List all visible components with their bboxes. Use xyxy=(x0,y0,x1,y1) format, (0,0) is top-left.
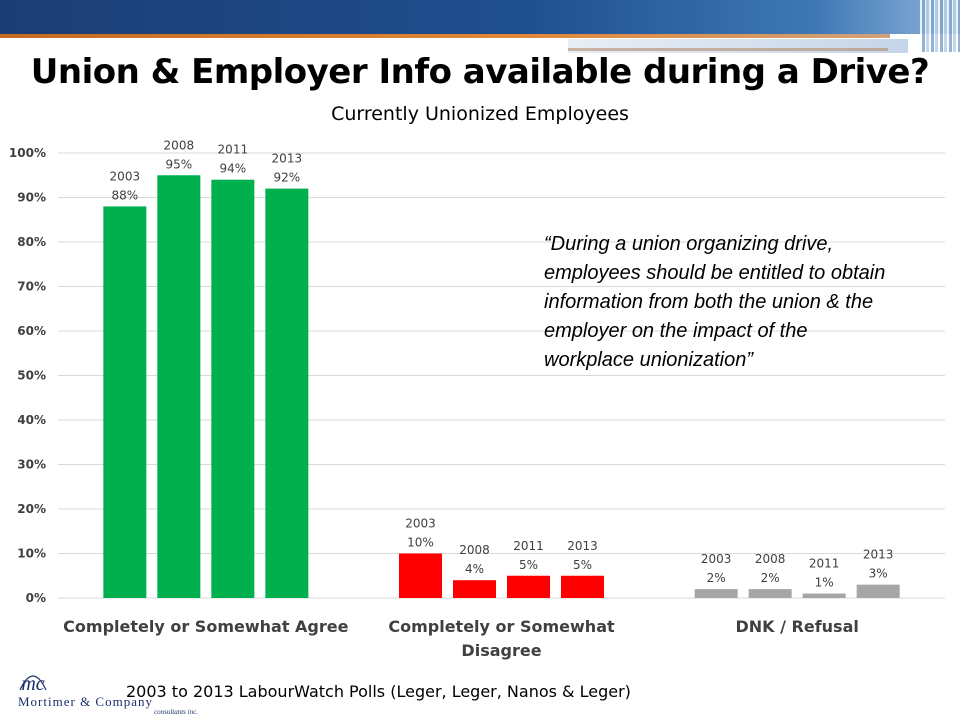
bar-year-label: 2011 xyxy=(809,557,840,571)
survey-question-quote: “During a union organizing drive, employ… xyxy=(544,233,886,371)
bar-chart: 0% 10% 20% 30% 40% 50% 60% 70% 80% 90% 100% 2003 88%… xyxy=(9,138,945,660)
y-tick-label: 10% xyxy=(17,547,46,561)
bar xyxy=(265,188,309,598)
bar xyxy=(453,580,496,598)
page-title: Union & Employer Info available during a… xyxy=(30,52,930,92)
accent-band-line xyxy=(568,48,888,51)
x-category-label: Disagree xyxy=(461,641,541,660)
bar-value-label: 3% xyxy=(869,567,888,581)
x-category-label: DNK / Refusal xyxy=(735,617,858,636)
logo-mark-icon: mc xyxy=(19,673,47,695)
bar-value-label: 5% xyxy=(573,558,592,572)
y-tick-label: 60% xyxy=(17,324,46,338)
bar-value-label: 88% xyxy=(111,188,138,202)
bar xyxy=(802,593,846,598)
source-note: 2003 to 2013 LabourWatch Polls (Leger, L… xyxy=(126,682,631,701)
y-tick-label: 20% xyxy=(17,502,46,516)
bar-year-label: 2013 xyxy=(272,152,303,166)
header-bar xyxy=(0,0,960,34)
bar-value-label: 4% xyxy=(465,562,484,576)
x-category-label: Completely or Somewhat xyxy=(388,617,615,636)
bar xyxy=(694,589,738,598)
bar xyxy=(157,175,201,598)
bar-year-label: 2011 xyxy=(218,143,249,157)
y-tick-label: 30% xyxy=(17,458,46,472)
bar-year-label: 2013 xyxy=(567,539,598,553)
bar-year-label: 2008 xyxy=(755,552,786,566)
y-tick-label: 90% xyxy=(17,191,46,205)
bar-year-label: 2003 xyxy=(110,169,141,183)
bar-year-label: 2003 xyxy=(701,552,732,566)
bar-value-label: 1% xyxy=(815,576,834,590)
y-tick-label: 40% xyxy=(17,413,46,427)
bar-value-label: 95% xyxy=(165,157,192,171)
bar-value-label: 2% xyxy=(707,571,726,585)
bar-year-label: 2011 xyxy=(513,539,544,553)
bar-value-label: 2% xyxy=(761,571,780,585)
bar-year-label: 2008 xyxy=(459,543,490,557)
bar-year-label: 2013 xyxy=(863,548,894,562)
bar-value-label: 5% xyxy=(519,558,538,572)
bar xyxy=(103,206,147,598)
bar xyxy=(399,553,442,598)
bar-value-label: 92% xyxy=(273,171,300,185)
y-tick-label: 100% xyxy=(9,146,46,160)
logo-company-sub: consultants inc. xyxy=(154,708,198,716)
accent-line xyxy=(0,34,890,38)
y-tick-label: 50% xyxy=(17,369,46,383)
y-tick-label: 0% xyxy=(26,591,46,605)
bar-value-label: 94% xyxy=(219,162,246,176)
bar-year-label: 2008 xyxy=(164,138,195,152)
bar xyxy=(748,589,792,598)
y-tick-label: 70% xyxy=(17,280,46,294)
bar-year-label: 2003 xyxy=(405,517,436,531)
y-tick-label: 80% xyxy=(17,235,46,249)
company-logo: mc Mortimer & Company consultants inc. xyxy=(8,658,208,718)
logo-company-name: Mortimer & Company xyxy=(18,694,153,709)
x-category-label: Completely or Somewhat Agree xyxy=(63,617,348,636)
logo-mark-text: mc xyxy=(21,673,44,695)
bar xyxy=(211,179,255,598)
bar xyxy=(507,575,550,598)
header-stripes xyxy=(920,0,960,52)
chart-subtitle: Currently Unionized Employees xyxy=(331,103,629,125)
bar xyxy=(561,575,604,598)
bar xyxy=(856,584,900,598)
bar-value-label: 10% xyxy=(407,536,434,550)
